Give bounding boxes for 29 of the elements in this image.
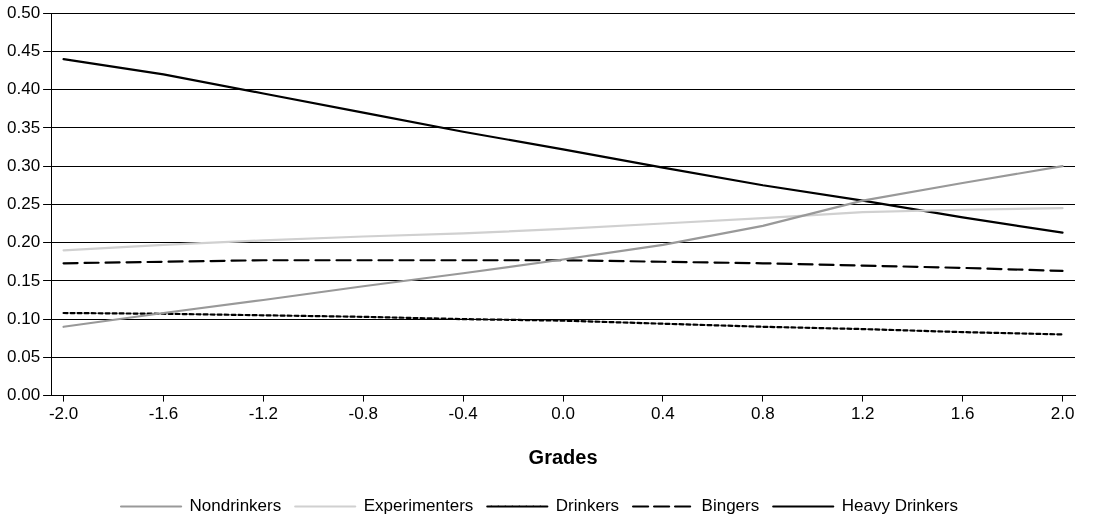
y-tick-label: 0.05 (6, 347, 41, 367)
y-tick-label: 0.45 (6, 41, 41, 61)
y-tick-label: 0.20 (6, 232, 41, 252)
y-tick-label: 0.35 (6, 117, 41, 137)
x-tick-label: 0.0 (551, 404, 575, 424)
x-axis-title: Grades (528, 445, 598, 468)
y-tick-label: 0.10 (6, 308, 41, 328)
x-tick-label: -1.2 (248, 404, 279, 424)
x-tick-label: -2.0 (48, 404, 79, 424)
x-tick-label: 2.0 (1050, 404, 1075, 424)
y-tick-label: 0.30 (6, 155, 41, 175)
y-tick-label: 0.25 (6, 194, 41, 214)
legend-label: Drinkers (555, 496, 620, 516)
legend-label: Experimenters (363, 496, 474, 516)
x-tick-label: -1.6 (148, 404, 179, 424)
line-series (62, 259, 1064, 273)
y-tick-label: 0.15 (6, 270, 41, 290)
legend-label: Nondrinkers (189, 496, 282, 516)
x-tick-label: 0.8 (751, 404, 775, 424)
x-tick-label: 1.2 (850, 404, 875, 424)
legend-label: Heavy Drinkers (841, 496, 958, 516)
x-tick-label: 0.4 (651, 404, 675, 424)
y-tick-label: 0.50 (6, 2, 41, 22)
x-tick-label: -0.4 (448, 404, 478, 424)
y-tick-label: 0.40 (6, 79, 41, 99)
y-tick-label: 0.00 (6, 385, 41, 405)
legend-label: Bingers (701, 496, 760, 516)
x-tick-label: -0.8 (348, 404, 378, 424)
x-tick-label: 1.6 (950, 404, 975, 424)
